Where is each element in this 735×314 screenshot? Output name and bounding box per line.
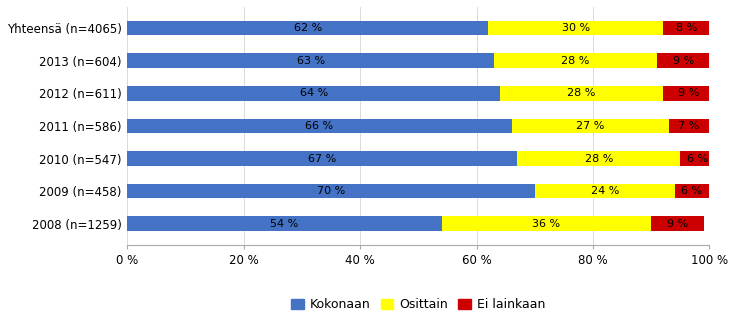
Bar [517,151,681,166]
Text: 7 %: 7 % [678,121,700,131]
Text: 6 %: 6 % [681,186,703,196]
Text: 9 %: 9 % [673,56,694,66]
Legend: Kokonaan, Osittain, Ei lainkaan: Kokonaan, Osittain, Ei lainkaan [287,294,549,314]
Text: 28 %: 28 % [567,88,595,98]
Bar [127,151,517,166]
Text: 28 %: 28 % [585,154,613,164]
Bar [127,21,488,35]
Bar [651,216,703,231]
Bar [127,216,442,231]
Bar [663,21,709,35]
Bar [535,184,675,198]
Bar [127,119,512,133]
Text: 67 %: 67 % [308,154,337,164]
Bar [127,184,535,198]
Text: 9 %: 9 % [678,88,700,98]
Bar [675,184,709,198]
Text: 62 %: 62 % [294,23,322,33]
Text: 28 %: 28 % [562,56,589,66]
Bar [681,151,715,166]
Text: 8 %: 8 % [675,23,697,33]
Text: 9 %: 9 % [667,219,688,229]
Bar [494,53,657,68]
Bar [669,119,709,133]
Text: 70 %: 70 % [317,186,345,196]
Text: 27 %: 27 % [576,121,604,131]
Text: 24 %: 24 % [590,186,619,196]
Text: 64 %: 64 % [300,88,328,98]
Bar [663,86,715,101]
Bar [488,21,663,35]
Bar [500,86,663,101]
Text: 6 %: 6 % [687,154,709,164]
Text: 63 %: 63 % [297,56,325,66]
Text: 66 %: 66 % [306,121,334,131]
Text: 30 %: 30 % [562,23,589,33]
Text: 36 %: 36 % [532,219,561,229]
Bar [512,119,669,133]
Text: 54 %: 54 % [270,219,298,229]
Bar [127,53,494,68]
Bar [127,86,500,101]
Bar [657,53,709,68]
Bar [442,216,651,231]
